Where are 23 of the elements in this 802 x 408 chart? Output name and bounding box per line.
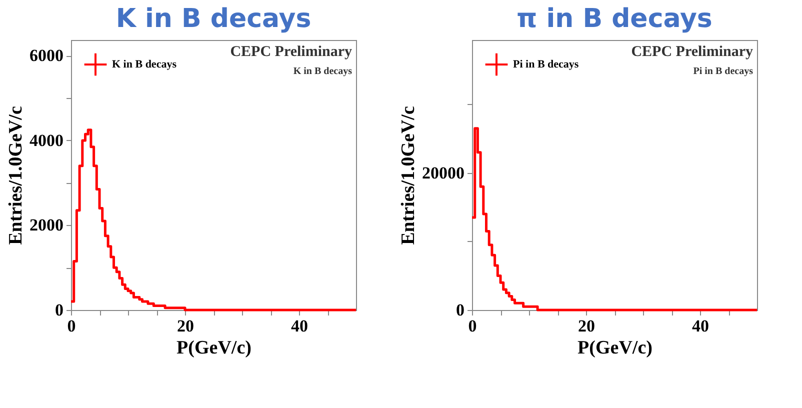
y-tick-label: 6000 xyxy=(30,46,64,66)
x-tick-label: 40 xyxy=(692,316,709,336)
x-tick-label: 20 xyxy=(578,316,595,336)
y-tick-label: 2000 xyxy=(30,216,64,235)
chart-title: K in B decays xyxy=(116,4,312,34)
annotation: CEPC Preliminary xyxy=(230,44,352,60)
annotation: K in B decays xyxy=(293,66,352,77)
x-tick-label: 20 xyxy=(177,316,194,336)
x-tick-label: 40 xyxy=(291,316,308,336)
y-tick-label: 4000 xyxy=(30,130,64,150)
annotation: Pi in B decays xyxy=(693,66,754,77)
x-axis-title: P(GeV/c) xyxy=(176,338,252,358)
annotation: CEPC Preliminary xyxy=(631,44,754,60)
legend-label: K in B decays xyxy=(112,58,178,70)
x-tick-label: 0 xyxy=(468,316,477,336)
x-axis-title: P(GeV/c) xyxy=(578,338,652,358)
chart-title: π in B decays xyxy=(516,4,712,34)
y-axis-title: Entries/1.0GeV/c xyxy=(398,106,419,245)
x-tick-label: 0 xyxy=(67,316,76,336)
y-tick-label: 20000 xyxy=(422,163,464,182)
legend-label: Pi in B decays xyxy=(513,58,580,70)
y-axis-title: Entries/1.0GeV/c xyxy=(6,106,26,245)
y-tick-label: 0 xyxy=(55,300,64,320)
